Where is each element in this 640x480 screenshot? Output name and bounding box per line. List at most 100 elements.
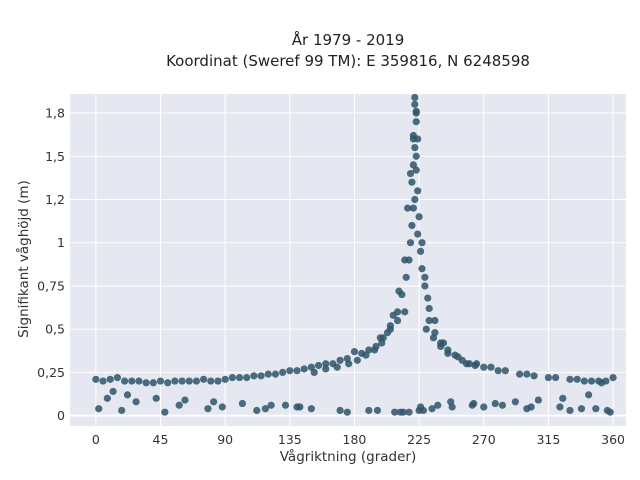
x-axis-ticks: 0 45 90 135 180 225 270 315 360 [92,432,625,447]
data-point [406,239,415,247]
data-point [171,377,179,385]
data-point [408,221,416,230]
data-point [228,373,236,382]
data-point [516,370,524,378]
data-point [412,166,420,174]
data-point [300,365,308,373]
data-point [353,356,361,364]
data-point [132,398,140,406]
y-tick-label: 1,2 [45,192,65,207]
data-point [437,339,445,347]
data-point [424,294,432,302]
x-tick-label: 135 [278,432,302,447]
data-point [336,356,344,364]
data-point [587,377,596,385]
data-point [405,408,413,416]
data-point [207,377,215,385]
y-tick-label: 0,75 [37,278,65,293]
chart-subtitle: Koordinat (Sweref 99 TM): E 359816, N 62… [166,52,530,70]
data-point [511,398,519,406]
data-point [200,375,208,383]
data-point [152,394,160,402]
x-tick-label: 0 [92,432,100,447]
x-tick-label: 180 [343,432,367,447]
data-point [414,230,422,238]
data-point [494,367,502,375]
x-tick-label: 315 [536,432,560,447]
data-point [462,360,471,368]
data-point [597,379,606,387]
data-point [408,178,416,186]
data-point [120,377,129,385]
x-tick-label: 225 [407,432,431,447]
data-point [192,377,201,385]
data-point [523,370,531,378]
data-point [409,135,417,143]
data-point [544,373,553,382]
data-point [421,282,429,290]
data-point [406,169,415,178]
y-tick-label: 0 [57,408,65,423]
data-point [501,367,509,375]
data-point [281,401,290,409]
data-point [221,375,229,383]
data-point [471,361,479,370]
data-point [402,273,410,281]
x-tick-label: 90 [217,432,233,447]
x-tick-label: 360 [601,432,625,447]
data-point [552,373,560,382]
data-point [580,377,588,385]
data-point [411,144,419,152]
data-point [370,346,379,354]
data-point [178,377,186,385]
data-point [411,100,419,108]
data-point [142,379,150,387]
data-point [322,365,330,373]
x-axis-title: Vågriktning (grader) [280,448,417,465]
data-point [577,405,586,413]
data-point [161,408,169,416]
data-point [409,204,417,212]
data-point [185,377,193,385]
data-point [373,406,382,415]
data-point [95,405,103,413]
data-point [431,329,439,337]
data-point [428,405,436,413]
data-point [480,363,488,371]
data-point [238,399,247,408]
data-point [556,403,564,411]
data-point [391,408,399,416]
data-point [333,363,341,371]
data-point [411,195,419,204]
y-axis-ticks: 0 0,25 0,5 0,75 1 1,2 1,5 1,8 [37,106,65,424]
data-point [412,152,420,160]
data-point [250,372,258,380]
data-point [444,346,452,354]
data-point [103,394,111,402]
y-tick-label: 0,25 [37,365,65,380]
data-point [416,247,425,255]
data-point [113,373,122,382]
data-point [135,377,143,385]
data-point [214,377,222,385]
data-point [422,325,430,333]
data-point [164,379,172,387]
data-point [109,387,117,396]
data-point [389,311,397,319]
data-point [534,396,542,404]
data-point [253,406,261,415]
data-point [585,391,593,399]
data-point [395,287,403,295]
data-point [498,401,507,409]
data-point [106,375,114,383]
data-point [296,403,304,411]
data-point [175,401,183,409]
data-point [412,107,420,115]
data-point [566,375,574,383]
data-point [343,408,351,416]
data-point [425,316,433,325]
y-tick-label: 1 [57,235,65,250]
data-point [603,406,611,415]
data-point [566,406,574,415]
